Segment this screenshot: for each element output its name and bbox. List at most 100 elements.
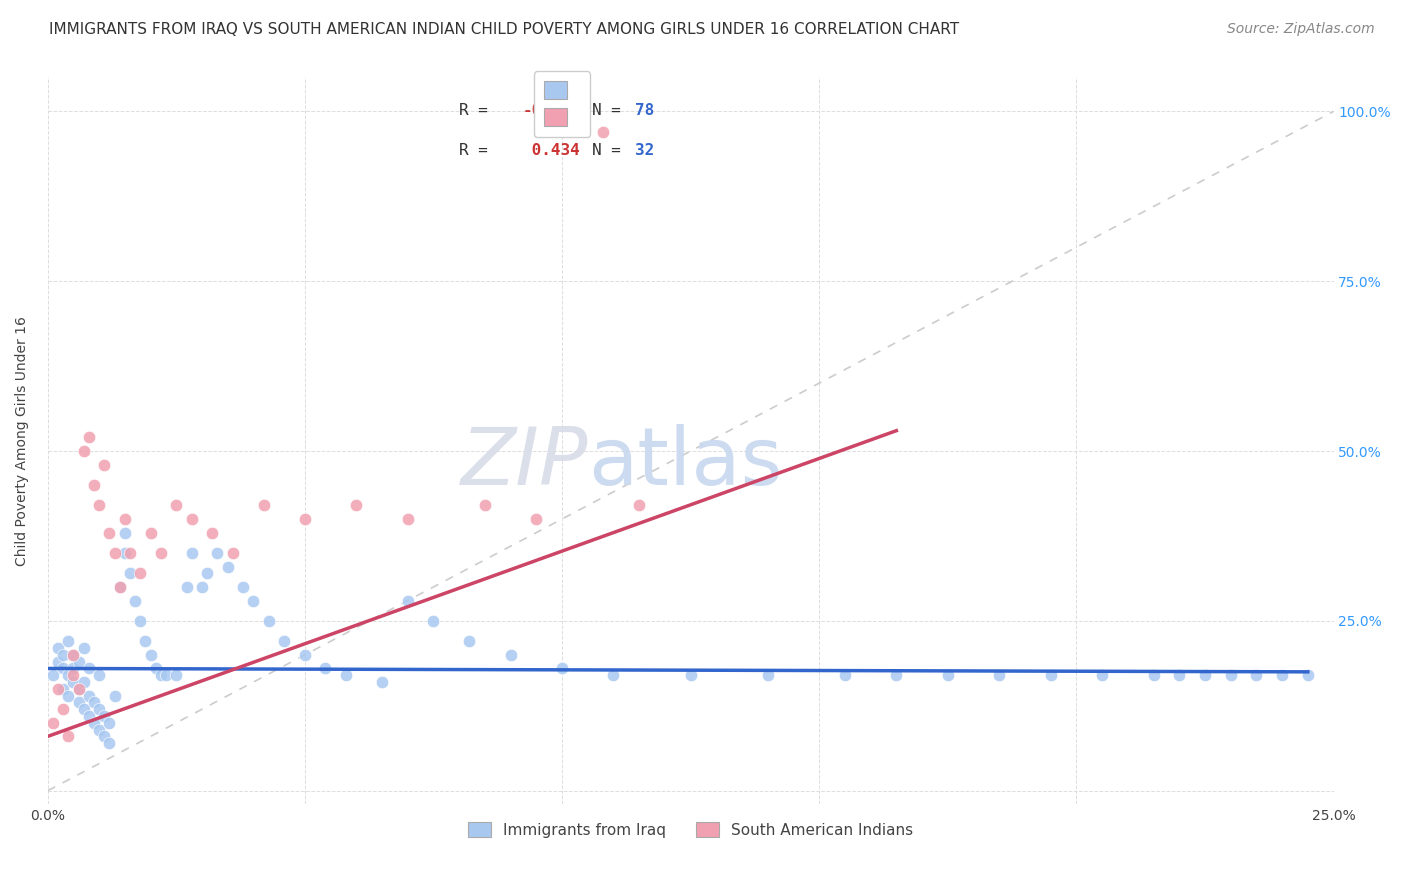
Point [62,648,84,662]
Point [52,681,75,696]
Point [67,655,90,669]
Point [344,499,367,513]
Point [46,655,69,669]
Point [602,668,624,682]
Point [98,525,121,540]
Point [145,661,167,675]
Point [396,593,419,607]
Point [1142,668,1164,682]
Point [988,668,1011,682]
Point [191,580,214,594]
Point [108,580,131,594]
Point [1194,668,1216,682]
Point [42,668,65,682]
Point [89,668,111,682]
Point [1091,668,1114,682]
Point [592,125,614,139]
Point [58,730,80,744]
Point [58,689,80,703]
Point [58,634,80,648]
Text: atlas: atlas [588,424,782,501]
Point [77,709,100,723]
Point [104,689,127,703]
Point [253,499,276,513]
Point [936,668,959,682]
Point [118,546,141,560]
Point [134,634,156,648]
Text: 32: 32 [636,143,655,158]
Point [232,580,254,594]
Point [62,661,84,675]
Point [89,723,111,737]
Text: 78: 78 [636,103,655,118]
Point [77,430,100,444]
Point [52,661,75,675]
Point [165,668,187,682]
Text: ZIP: ZIP [460,424,588,501]
Point [114,525,136,540]
Point [422,614,444,628]
Point [679,668,702,682]
Point [77,689,100,703]
Point [67,681,90,696]
Point [1246,668,1268,682]
Point [201,525,224,540]
Point [114,546,136,560]
Point [124,593,146,607]
Point [62,648,84,662]
Point [628,499,651,513]
Point [294,512,316,526]
Point [83,478,105,492]
Text: 0.434: 0.434 [522,143,579,158]
Point [499,648,522,662]
Point [73,444,96,458]
Point [118,566,141,581]
Point [108,580,131,594]
Point [42,715,65,730]
Point [129,566,152,581]
Text: R =: R = [460,103,488,118]
Point [242,593,264,607]
Point [834,668,856,682]
Point [524,512,547,526]
Point [273,634,295,648]
Point [149,668,172,682]
Point [294,648,316,662]
Text: Source: ZipAtlas.com: Source: ZipAtlas.com [1227,22,1375,37]
Point [83,715,105,730]
Point [62,675,84,690]
Text: R =: R = [460,143,488,158]
Text: N =: N = [592,103,620,118]
Point [83,695,105,709]
Point [73,702,96,716]
Point [93,709,115,723]
Point [257,614,280,628]
Point [104,546,127,560]
Point [93,730,115,744]
Point [149,546,172,560]
Point [129,614,152,628]
Point [114,512,136,526]
Point [89,499,111,513]
Point [62,668,84,682]
Point [89,702,111,716]
Point [180,546,202,560]
Point [180,512,202,526]
Point [67,695,90,709]
Point [1271,668,1294,682]
Point [314,661,336,675]
Point [756,668,779,682]
Text: -0.009: -0.009 [522,103,579,118]
Point [396,512,419,526]
Point [1168,668,1191,682]
Point [176,580,198,594]
Point [58,668,80,682]
Point [52,648,75,662]
Point [46,641,69,656]
Point [77,661,100,675]
Point [73,675,96,690]
Y-axis label: Child Poverty Among Girls Under 16: Child Poverty Among Girls Under 16 [15,316,30,566]
Text: IMMIGRANTS FROM IRAQ VS SOUTH AMERICAN INDIAN CHILD POVERTY AMONG GIRLS UNDER 16: IMMIGRANTS FROM IRAQ VS SOUTH AMERICAN I… [49,22,959,37]
Point [98,736,121,750]
Point [165,499,187,513]
